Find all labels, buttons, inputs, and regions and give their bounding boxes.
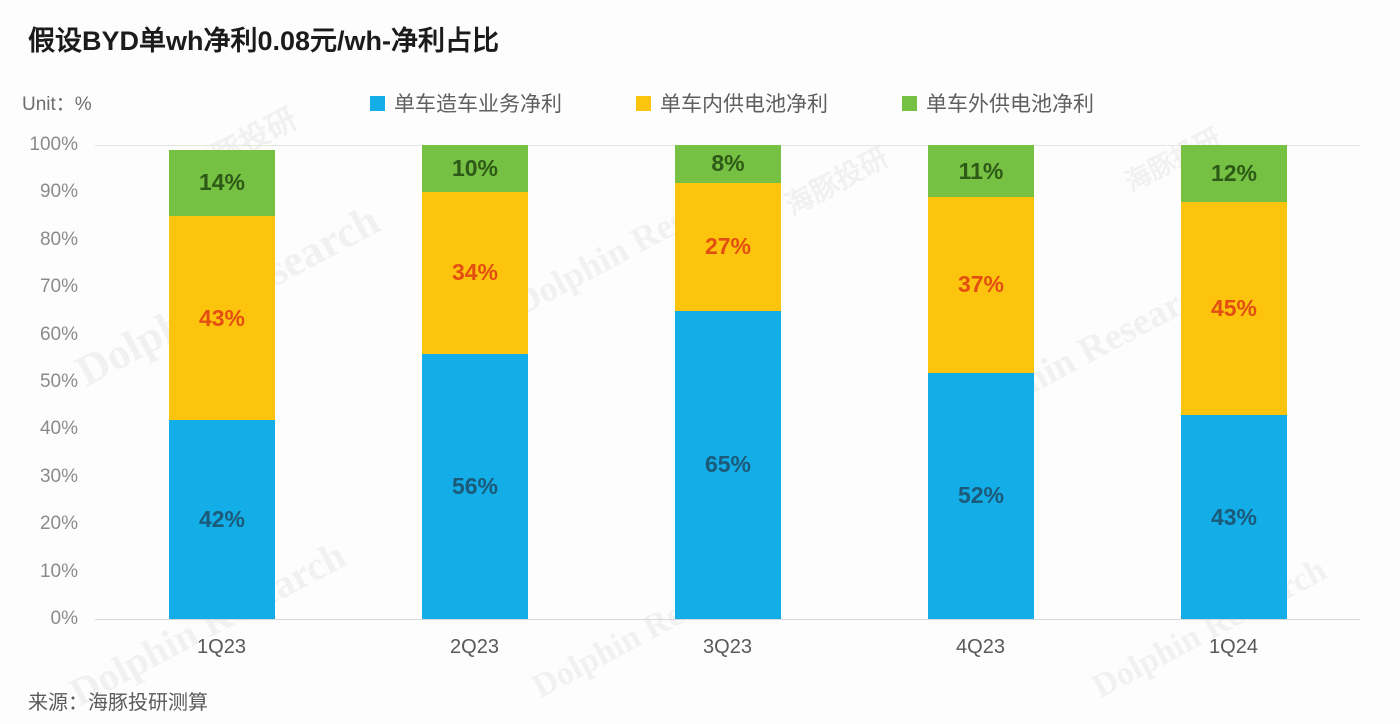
x-axis-tick-label: 4Q23 — [956, 636, 1005, 658]
bar-segment-value: 11% — [958, 157, 1004, 184]
bar-segment[interactable]: 52% — [928, 372, 1034, 619]
bar-segment-value: 65% — [704, 451, 752, 478]
bar-segment[interactable]: 65% — [675, 310, 781, 619]
x-axis-tick-label: 1Q24 — [1209, 636, 1258, 658]
legend-item[interactable]: 单车外供电池净利 — [902, 88, 1094, 118]
legend-item[interactable]: 单车造车业务净利 — [370, 88, 562, 118]
bar-segment-value: 8% — [711, 150, 745, 177]
y-axis-tick-label: 40% — [39, 418, 78, 440]
x-axis-tick-label: 2Q23 — [450, 636, 499, 658]
bar-group[interactable]: 52% 37% 11% — [928, 145, 1034, 619]
bar-segment-value: 52% — [957, 482, 1005, 509]
y-axis-tick-label: 30% — [39, 465, 78, 487]
bar-segment[interactable]: 8% — [675, 145, 781, 183]
bar-segment-value: 34% — [451, 259, 499, 286]
y-axis-tick-label: 70% — [39, 276, 78, 298]
bar-segment[interactable]: 12% — [1181, 145, 1287, 202]
bar-group[interactable]: 56% 34% 10% — [422, 145, 528, 619]
y-axis-tick-label: 100% — [29, 134, 78, 155]
bar-segment-value: 12% — [1210, 159, 1258, 186]
y-axis-tick-label: 90% — [39, 181, 78, 203]
y-axis-tick-label: 50% — [39, 371, 78, 392]
chart-legend: 单车造车业务净利 单车内供电池净利 单车外供电池净利 — [370, 88, 1094, 118]
legend-swatch-green — [902, 95, 917, 111]
y-axis-tick-label: 60% — [39, 323, 78, 345]
source-note: 来源：海豚投研测算 — [28, 692, 208, 714]
bar-segment[interactable]: 37% — [928, 197, 1034, 373]
bar-segment[interactable]: 14% — [169, 149, 275, 217]
y-axis-tick-label: 80% — [39, 228, 78, 250]
page-title: 假设BYD单wh净利0.08元/wh-净利占比 — [28, 26, 500, 56]
bar-segment[interactable]: 11% — [928, 145, 1034, 198]
legend-item[interactable]: 单车内供电池净利 — [636, 88, 828, 118]
bar-segment-value: 56% — [451, 472, 499, 499]
bar-segment-value: 42% — [198, 505, 246, 532]
legend-swatch-blue — [370, 95, 385, 111]
x-axis-tick-label: 3Q23 — [703, 636, 752, 658]
bar-segment[interactable]: 42% — [169, 419, 275, 619]
x-axis-tick-label: 1Q23 — [197, 636, 246, 658]
legend-item-label: 单车内供电池净利 — [660, 93, 828, 116]
y-axis-tick-label: 20% — [39, 513, 78, 535]
bar-segment[interactable]: 27% — [675, 182, 781, 311]
bar-segment[interactable]: 56% — [422, 353, 528, 619]
bar-segment-value: 45% — [1210, 295, 1258, 322]
bar-segment-value: 43% — [1210, 503, 1258, 530]
axis-baseline — [95, 619, 1360, 620]
legend-swatch-yellow — [636, 95, 651, 111]
bar-segment-value: 43% — [198, 304, 246, 331]
bar-segment-value: 37% — [957, 271, 1005, 298]
bar-segment[interactable]: 43% — [1181, 415, 1287, 619]
bar-segment[interactable]: 45% — [1181, 201, 1287, 416]
y-axis-tick-label: 10% — [39, 560, 78, 582]
y-axis-tick-label: 0% — [50, 608, 78, 629]
bar-segment[interactable]: 34% — [422, 192, 528, 354]
bar-group[interactable]: 65% 27% 8% — [675, 145, 781, 619]
bar-group[interactable]: 43% 45% 12% — [1181, 145, 1287, 619]
bar-group[interactable]: 42% 43% 14% — [169, 145, 275, 619]
bar-segment[interactable]: 43% — [169, 216, 275, 420]
legend-item-label: 单车外供电池净利 — [926, 93, 1094, 116]
bar-segment-value: 27% — [704, 233, 752, 260]
legend-item-label: 单车造车业务净利 — [394, 93, 562, 116]
unit-label: Unit：% — [22, 94, 92, 115]
bar-segment-value: 10% — [451, 155, 499, 182]
bar-segment-value: 14% — [198, 169, 246, 196]
y-axis: 0% 10% 20% 30% 40% 50% 60% 70% 80% 90% 100% — [0, 0, 90, 724]
bar-segment[interactable]: 10% — [422, 145, 528, 193]
